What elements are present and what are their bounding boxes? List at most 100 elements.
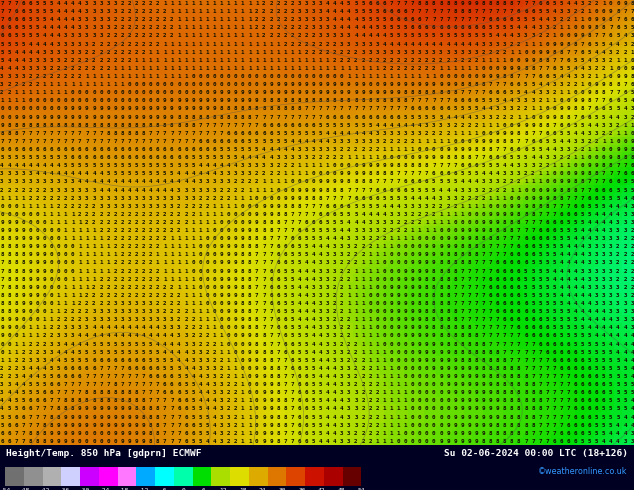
Text: 9: 9 [142, 431, 145, 436]
Text: 2: 2 [623, 245, 627, 249]
Text: 1: 1 [248, 33, 252, 39]
Text: 5: 5 [602, 115, 605, 120]
Text: 0: 0 [340, 74, 344, 79]
Text: 48: 48 [338, 488, 346, 490]
Text: 2: 2 [276, 9, 280, 14]
Text: 3: 3 [127, 196, 131, 200]
Text: 9: 9 [475, 415, 478, 419]
Text: 0: 0 [170, 82, 174, 87]
Text: 5: 5 [616, 188, 619, 193]
Text: 9: 9 [531, 58, 534, 63]
Text: 5: 5 [149, 350, 152, 355]
Text: 7: 7 [453, 163, 457, 168]
Text: 1: 1 [319, 163, 322, 168]
Text: 2: 2 [382, 236, 386, 241]
Text: 1: 1 [163, 42, 167, 47]
Text: 6: 6 [609, 98, 612, 103]
Text: 5: 5 [404, 115, 407, 120]
Text: 8: 8 [142, 131, 145, 136]
Text: 8: 8 [496, 382, 500, 387]
Text: 6: 6 [283, 317, 287, 322]
Text: 5: 5 [113, 350, 117, 355]
Text: 7: 7 [489, 301, 492, 306]
Text: 0: 0 [290, 188, 294, 193]
Text: 8: 8 [7, 245, 11, 249]
Text: 5: 5 [595, 366, 598, 371]
Text: 4: 4 [333, 439, 337, 444]
Text: 9: 9 [418, 285, 422, 290]
Text: 8: 8 [560, 188, 563, 193]
Text: 3: 3 [475, 49, 478, 55]
Text: 2: 2 [107, 220, 110, 225]
Text: 2: 2 [269, 33, 273, 39]
Text: 4: 4 [7, 163, 11, 168]
Text: 1: 1 [276, 179, 280, 184]
Text: 1: 1 [191, 236, 195, 241]
Text: 1: 1 [42, 317, 46, 322]
Text: 5: 5 [609, 398, 612, 403]
Text: 9: 9 [588, 163, 592, 168]
Text: 1: 1 [255, 49, 259, 55]
Text: 5: 5 [290, 325, 294, 330]
Text: 3: 3 [361, 42, 365, 47]
Text: 0: 0 [212, 293, 216, 298]
Text: 7: 7 [269, 115, 273, 120]
Text: 0: 0 [467, 74, 471, 79]
Text: 1: 1 [567, 90, 570, 95]
Text: 7: 7 [482, 9, 485, 14]
Text: 8: 8 [425, 317, 429, 322]
Text: 6: 6 [382, 1, 386, 6]
Text: 3: 3 [219, 439, 223, 444]
Text: 8: 8 [439, 293, 443, 298]
Text: 9: 9 [262, 212, 266, 217]
Text: 0: 0 [460, 139, 464, 144]
Text: 8: 8 [92, 390, 96, 395]
Text: 8: 8 [248, 325, 252, 330]
Text: 42: 42 [318, 488, 325, 490]
Text: 9: 9 [560, 179, 563, 184]
Text: 2: 2 [467, 58, 471, 63]
Text: 8: 8 [538, 406, 542, 412]
Text: 3: 3 [545, 155, 549, 160]
Text: 3: 3 [134, 204, 138, 209]
Text: 1: 1 [184, 228, 188, 233]
Text: 5: 5 [85, 358, 89, 363]
Text: 4: 4 [630, 374, 634, 379]
Text: 2: 2 [354, 147, 358, 152]
Text: 7: 7 [241, 122, 244, 128]
Text: 4: 4 [425, 196, 429, 200]
Text: 5: 5 [333, 228, 337, 233]
Text: 6: 6 [120, 358, 124, 363]
Text: 7: 7 [170, 398, 174, 403]
Text: 4: 4 [453, 188, 457, 193]
Text: 2: 2 [170, 33, 174, 39]
Text: 0: 0 [255, 196, 259, 200]
Text: 3: 3 [347, 406, 351, 412]
Text: 4: 4 [127, 188, 131, 193]
Text: 1: 1 [255, 188, 259, 193]
Text: 5: 5 [531, 269, 534, 273]
Text: 8: 8 [496, 358, 500, 363]
Text: 6: 6 [354, 115, 358, 120]
Text: 1: 1 [368, 252, 372, 257]
Text: 2: 2 [297, 33, 301, 39]
Text: 5: 5 [616, 358, 619, 363]
Text: 8: 8 [127, 398, 131, 403]
Text: 5: 5 [545, 285, 549, 290]
Text: 5: 5 [538, 9, 542, 14]
Text: 8: 8 [432, 293, 436, 298]
Text: 4: 4 [333, 9, 337, 14]
Text: 3: 3 [439, 122, 443, 128]
Bar [230, 466, 249, 487]
Text: 4: 4 [595, 309, 598, 314]
Text: 5: 5 [361, 204, 365, 209]
Text: 0: 0 [85, 90, 89, 95]
Text: 3: 3 [319, 285, 322, 290]
Text: 8: 8 [361, 98, 365, 103]
Text: 8: 8 [595, 172, 598, 176]
Text: 1: 1 [375, 334, 379, 339]
Text: 2: 2 [78, 58, 82, 63]
Text: 8: 8 [524, 406, 527, 412]
Text: 5: 5 [312, 358, 315, 363]
Text: 7: 7 [560, 398, 563, 403]
